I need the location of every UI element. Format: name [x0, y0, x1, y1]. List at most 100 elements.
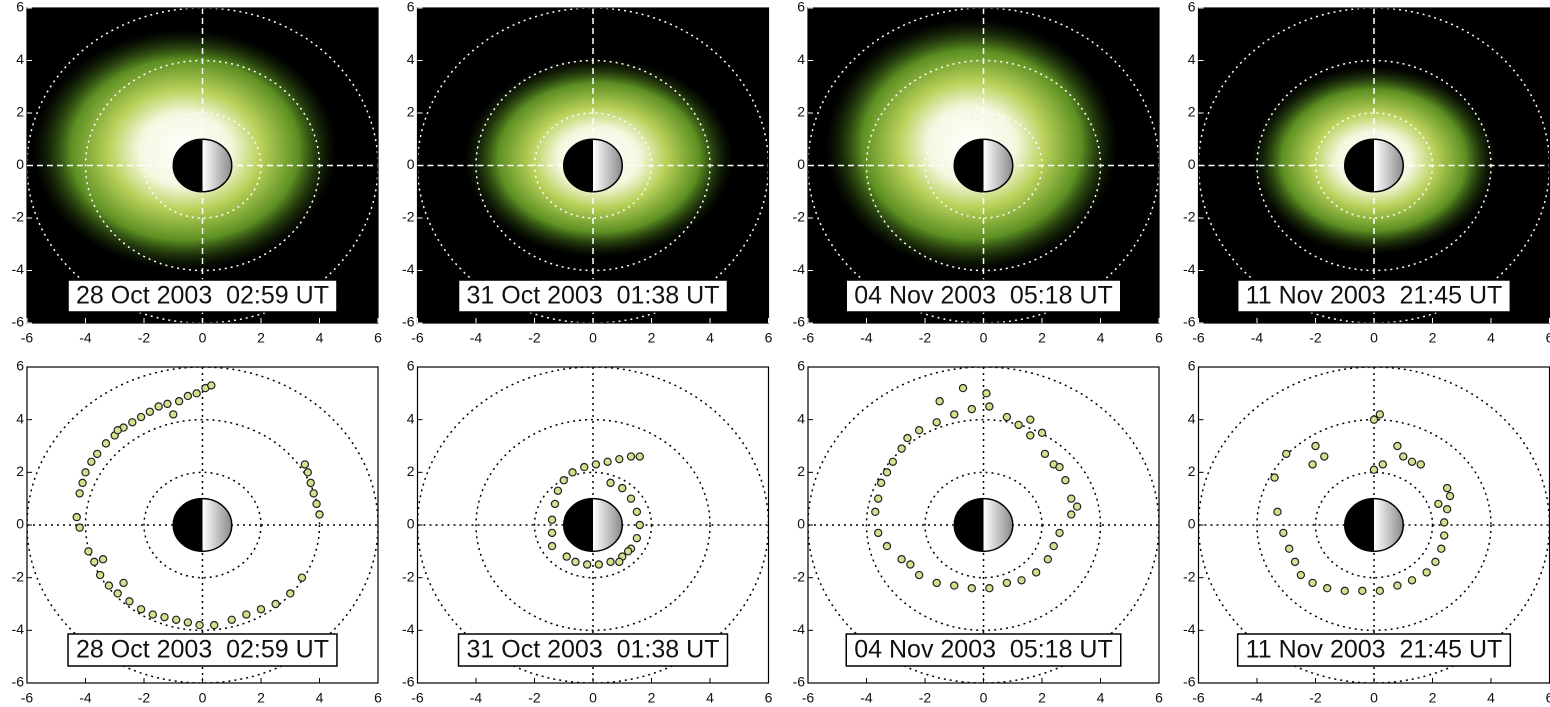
- x-tick-label: -2: [919, 690, 932, 706]
- point: [968, 585, 975, 592]
- point: [1441, 532, 1448, 539]
- y-tick-label: -2: [12, 209, 25, 225]
- point: [636, 453, 643, 460]
- y-tick-label: 0: [16, 156, 24, 172]
- point: [875, 495, 882, 502]
- x-tick-label: 4: [316, 330, 324, 346]
- y-tick-label: 6: [407, 358, 415, 374]
- point: [581, 463, 588, 470]
- y-tick-label: -6: [402, 674, 415, 690]
- y-tick-label: -4: [402, 261, 415, 277]
- x-tick-label: -2: [1309, 330, 1322, 346]
- point: [584, 561, 591, 568]
- point: [951, 411, 958, 418]
- point: [1015, 421, 1022, 428]
- point: [1068, 511, 1075, 518]
- y-tick-label: 6: [797, 0, 805, 15]
- y-tick-label: -6: [793, 314, 806, 330]
- point: [933, 579, 940, 586]
- point: [619, 485, 626, 492]
- point: [607, 479, 614, 486]
- x-tick-label: 4: [706, 690, 714, 706]
- x-tick-label: -6: [802, 690, 815, 706]
- point: [1018, 577, 1025, 584]
- point: [114, 427, 121, 434]
- x-tick-label: 4: [1487, 330, 1495, 346]
- point: [1441, 519, 1448, 526]
- point: [120, 579, 127, 586]
- point: [1003, 579, 1010, 586]
- date-label: 04 Nov 2003 05:18 UT: [854, 636, 1113, 664]
- point: [616, 558, 623, 565]
- y-tick-label: 0: [16, 516, 24, 532]
- panel: [418, 8, 769, 323]
- point: [1376, 587, 1383, 594]
- x-tick-label: -4: [470, 330, 483, 346]
- x-tick-label: 6: [1155, 690, 1163, 706]
- point: [211, 621, 218, 628]
- x-tick-label: 0: [1370, 690, 1378, 706]
- point: [1056, 529, 1063, 536]
- x-tick-label: 2: [257, 690, 265, 706]
- x-tick-label: -4: [79, 690, 92, 706]
- point: [983, 390, 990, 397]
- point: [1394, 442, 1401, 449]
- point: [99, 556, 106, 563]
- date-label: 11 Nov 2003 21:45 UT: [1246, 282, 1503, 310]
- x-tick-label: 2: [1038, 690, 1046, 706]
- point: [161, 614, 168, 621]
- x-tick-label: -6: [21, 690, 34, 706]
- point: [316, 511, 323, 518]
- point: [1370, 466, 1377, 473]
- y-tick-label: -6: [1183, 314, 1196, 330]
- x-tick-label: 2: [648, 330, 656, 346]
- point: [1444, 485, 1451, 492]
- point: [1056, 463, 1063, 470]
- y-tick-label: -4: [1183, 261, 1196, 277]
- x-tick-label: 0: [980, 330, 988, 346]
- point: [625, 548, 632, 555]
- point: [1050, 542, 1057, 549]
- x-tick-label: 2: [1038, 330, 1046, 346]
- y-tick-label: 2: [1188, 104, 1196, 120]
- point: [155, 403, 162, 410]
- point: [1444, 506, 1451, 513]
- point: [1379, 461, 1386, 468]
- point: [633, 508, 640, 515]
- point: [304, 469, 311, 476]
- x-tick-label: -2: [528, 330, 541, 346]
- point: [569, 469, 576, 476]
- x-tick-label: -6: [802, 330, 815, 346]
- y-tick-label: 4: [16, 410, 24, 426]
- point: [1408, 458, 1415, 465]
- point: [97, 571, 104, 578]
- x-tick-label: -4: [1251, 690, 1264, 706]
- x-tick-label: 6: [765, 690, 773, 706]
- y-tick-label: 4: [16, 51, 24, 67]
- point: [1291, 558, 1298, 565]
- date-label: 31 Oct 2003 01:38 UT: [467, 282, 720, 310]
- x-tick-label: -2: [528, 690, 541, 706]
- point: [554, 487, 561, 494]
- y-tick-label: 4: [797, 51, 805, 67]
- point: [228, 616, 235, 623]
- y-tick-label: -2: [402, 209, 415, 225]
- x-tick-label: 0: [980, 690, 988, 706]
- point: [1297, 571, 1304, 578]
- point: [875, 529, 882, 536]
- point: [102, 440, 109, 447]
- x-tick-label: -4: [470, 690, 483, 706]
- point: [986, 585, 993, 592]
- y-tick-label: -4: [12, 621, 25, 637]
- y-tick-label: -6: [12, 314, 25, 330]
- x-tick-label: -2: [138, 330, 151, 346]
- point: [193, 390, 200, 397]
- point: [951, 582, 958, 589]
- figure: -6-4-20246-6-4-2024628 Oct 2003 02:59 UT…: [0, 0, 1550, 707]
- point: [878, 479, 885, 486]
- point: [627, 495, 634, 502]
- point: [1446, 492, 1453, 499]
- y-tick-label: -6: [793, 674, 806, 690]
- x-tick-label: 6: [765, 330, 773, 346]
- date-label: 31 Oct 2003 01:38 UT: [467, 636, 720, 664]
